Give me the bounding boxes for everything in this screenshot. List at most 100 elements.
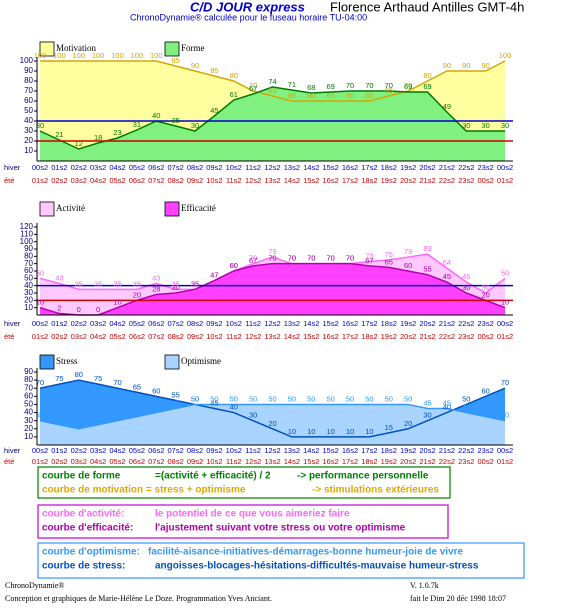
value-label: 50: [288, 394, 296, 403]
value-label: 70: [288, 254, 296, 263]
y-tick-label: 80: [24, 251, 33, 260]
x-tick-label: 21s2: [439, 446, 455, 455]
value-label: 50: [385, 394, 393, 403]
value-label: 65: [133, 382, 141, 391]
legend-label: Stress: [56, 356, 78, 366]
value-label: 79: [404, 247, 412, 256]
note-text: le potentiel de ce que vous aimeriez fai…: [155, 509, 350, 520]
x-tick-label: 05s2: [129, 446, 145, 455]
x-tick-label: 14s2: [284, 332, 300, 341]
x-tick-label: 17s2: [361, 446, 377, 455]
x-tick-label: 14s2: [303, 446, 319, 455]
value-label: 85: [210, 66, 218, 75]
value-label: 10: [36, 298, 44, 307]
x-tick-label: 02s2: [71, 319, 87, 328]
note-text: angoisses-blocages-hésitations-difficult…: [155, 561, 479, 572]
value-label: 21: [55, 130, 63, 139]
x-tick-label: 23s2: [458, 176, 474, 185]
line: [39, 403, 506, 430]
value-label: 40: [443, 403, 451, 412]
value-label: 30: [462, 121, 470, 130]
x-tick-label: 04s2: [90, 176, 106, 185]
x-tick-label: 22s2: [439, 332, 455, 341]
value-label: 50: [191, 394, 199, 403]
value-label: 23: [113, 128, 121, 137]
x-tick-label: 05s2: [109, 457, 125, 466]
y-tick-label: 70: [24, 383, 33, 392]
value-label: 45: [423, 398, 431, 407]
x-tick-label: 19s2: [381, 176, 397, 185]
value-label: 18: [94, 133, 102, 142]
value-label: 60: [307, 91, 315, 100]
note-text: -> performance personnelle: [297, 471, 429, 482]
value-label: 35: [133, 279, 141, 288]
y-tick-label: 40: [24, 116, 33, 125]
value-label: 60: [288, 91, 296, 100]
value-label: 45: [210, 106, 218, 115]
value-label: 70: [385, 81, 393, 90]
x-tick-label: 23s2: [458, 457, 474, 466]
legend-swatch: [39, 354, 55, 370]
value-label: 70: [249, 254, 257, 263]
value-label: 50: [210, 394, 218, 403]
x-tick-label: 09s2: [187, 332, 203, 341]
value-label: 40: [152, 403, 160, 412]
x-tick-label: 19s2: [400, 163, 416, 172]
x-tick-label: 23s2: [477, 446, 493, 455]
x-tick-label: 03s2: [71, 176, 87, 185]
x-tick-label: 05s2: [129, 319, 145, 328]
value-label: 65: [268, 86, 276, 95]
x-row-label: hiver: [4, 319, 21, 328]
x-tick-label: 03s2: [71, 332, 87, 341]
x-tick-label: 13s2: [284, 163, 300, 172]
footer-date: fait le Dim 20 déc 1998 18:07: [410, 594, 506, 603]
value-label: 100: [72, 51, 85, 60]
x-tick-label: 09s2: [187, 457, 203, 466]
value-label: 60: [404, 261, 412, 270]
value-label: 35: [191, 279, 199, 288]
value-label: 40: [152, 111, 160, 120]
y-tick-label: 10: [24, 303, 33, 312]
x-tick-label: 15s2: [322, 163, 338, 172]
value-label: 45: [443, 398, 451, 407]
value-label: 45: [171, 398, 179, 407]
value-label: 70: [346, 254, 354, 263]
legend-label: Motivation: [56, 43, 96, 53]
value-label: 70: [404, 81, 412, 90]
x-tick-label: 03s2: [90, 446, 106, 455]
x-tick-label: 16s2: [342, 163, 358, 172]
x-tick-label: 20s2: [419, 319, 435, 328]
note-text: -> stimulations extérieures: [312, 485, 439, 496]
x-row-label: été: [4, 457, 14, 466]
value-label: 35: [75, 279, 83, 288]
x-tick-label: 20s2: [400, 332, 416, 341]
value-label: 30: [423, 411, 431, 420]
subtitle: ChronoDynamie® calculée pour le fuseau h…: [130, 12, 367, 22]
x-tick-label: 11s2: [245, 446, 261, 455]
value-label: 30: [36, 121, 44, 130]
value-label: 100: [150, 51, 163, 60]
x-tick-label: 01s2: [32, 332, 48, 341]
x-tick-label: 18s2: [381, 446, 397, 455]
value-label: 79: [268, 247, 276, 256]
value-label: 45: [443, 272, 451, 281]
value-label: 50: [36, 268, 44, 277]
value-label: 30: [462, 283, 470, 292]
value-label: 100: [111, 51, 124, 60]
x-tick-label: 04s2: [109, 163, 125, 172]
value-label: 35: [133, 407, 141, 416]
value-label: 30: [113, 411, 121, 420]
x-tick-label: 16s2: [322, 176, 338, 185]
note-box: [37, 466, 451, 499]
note-text: courbe d'activité:: [42, 509, 124, 520]
x-tick-label: 08s2: [167, 176, 183, 185]
x-tick-label: 10s2: [206, 457, 222, 466]
x-tick-label: 13s2: [264, 457, 280, 466]
value-label: 28: [152, 284, 160, 293]
value-label: 71: [288, 80, 296, 89]
x-tick-label: 12s2: [264, 446, 280, 455]
x-tick-label: 18s2: [381, 163, 397, 172]
x-tick-label: 16s2: [322, 332, 338, 341]
x-tick-label: 00s2: [32, 446, 48, 455]
